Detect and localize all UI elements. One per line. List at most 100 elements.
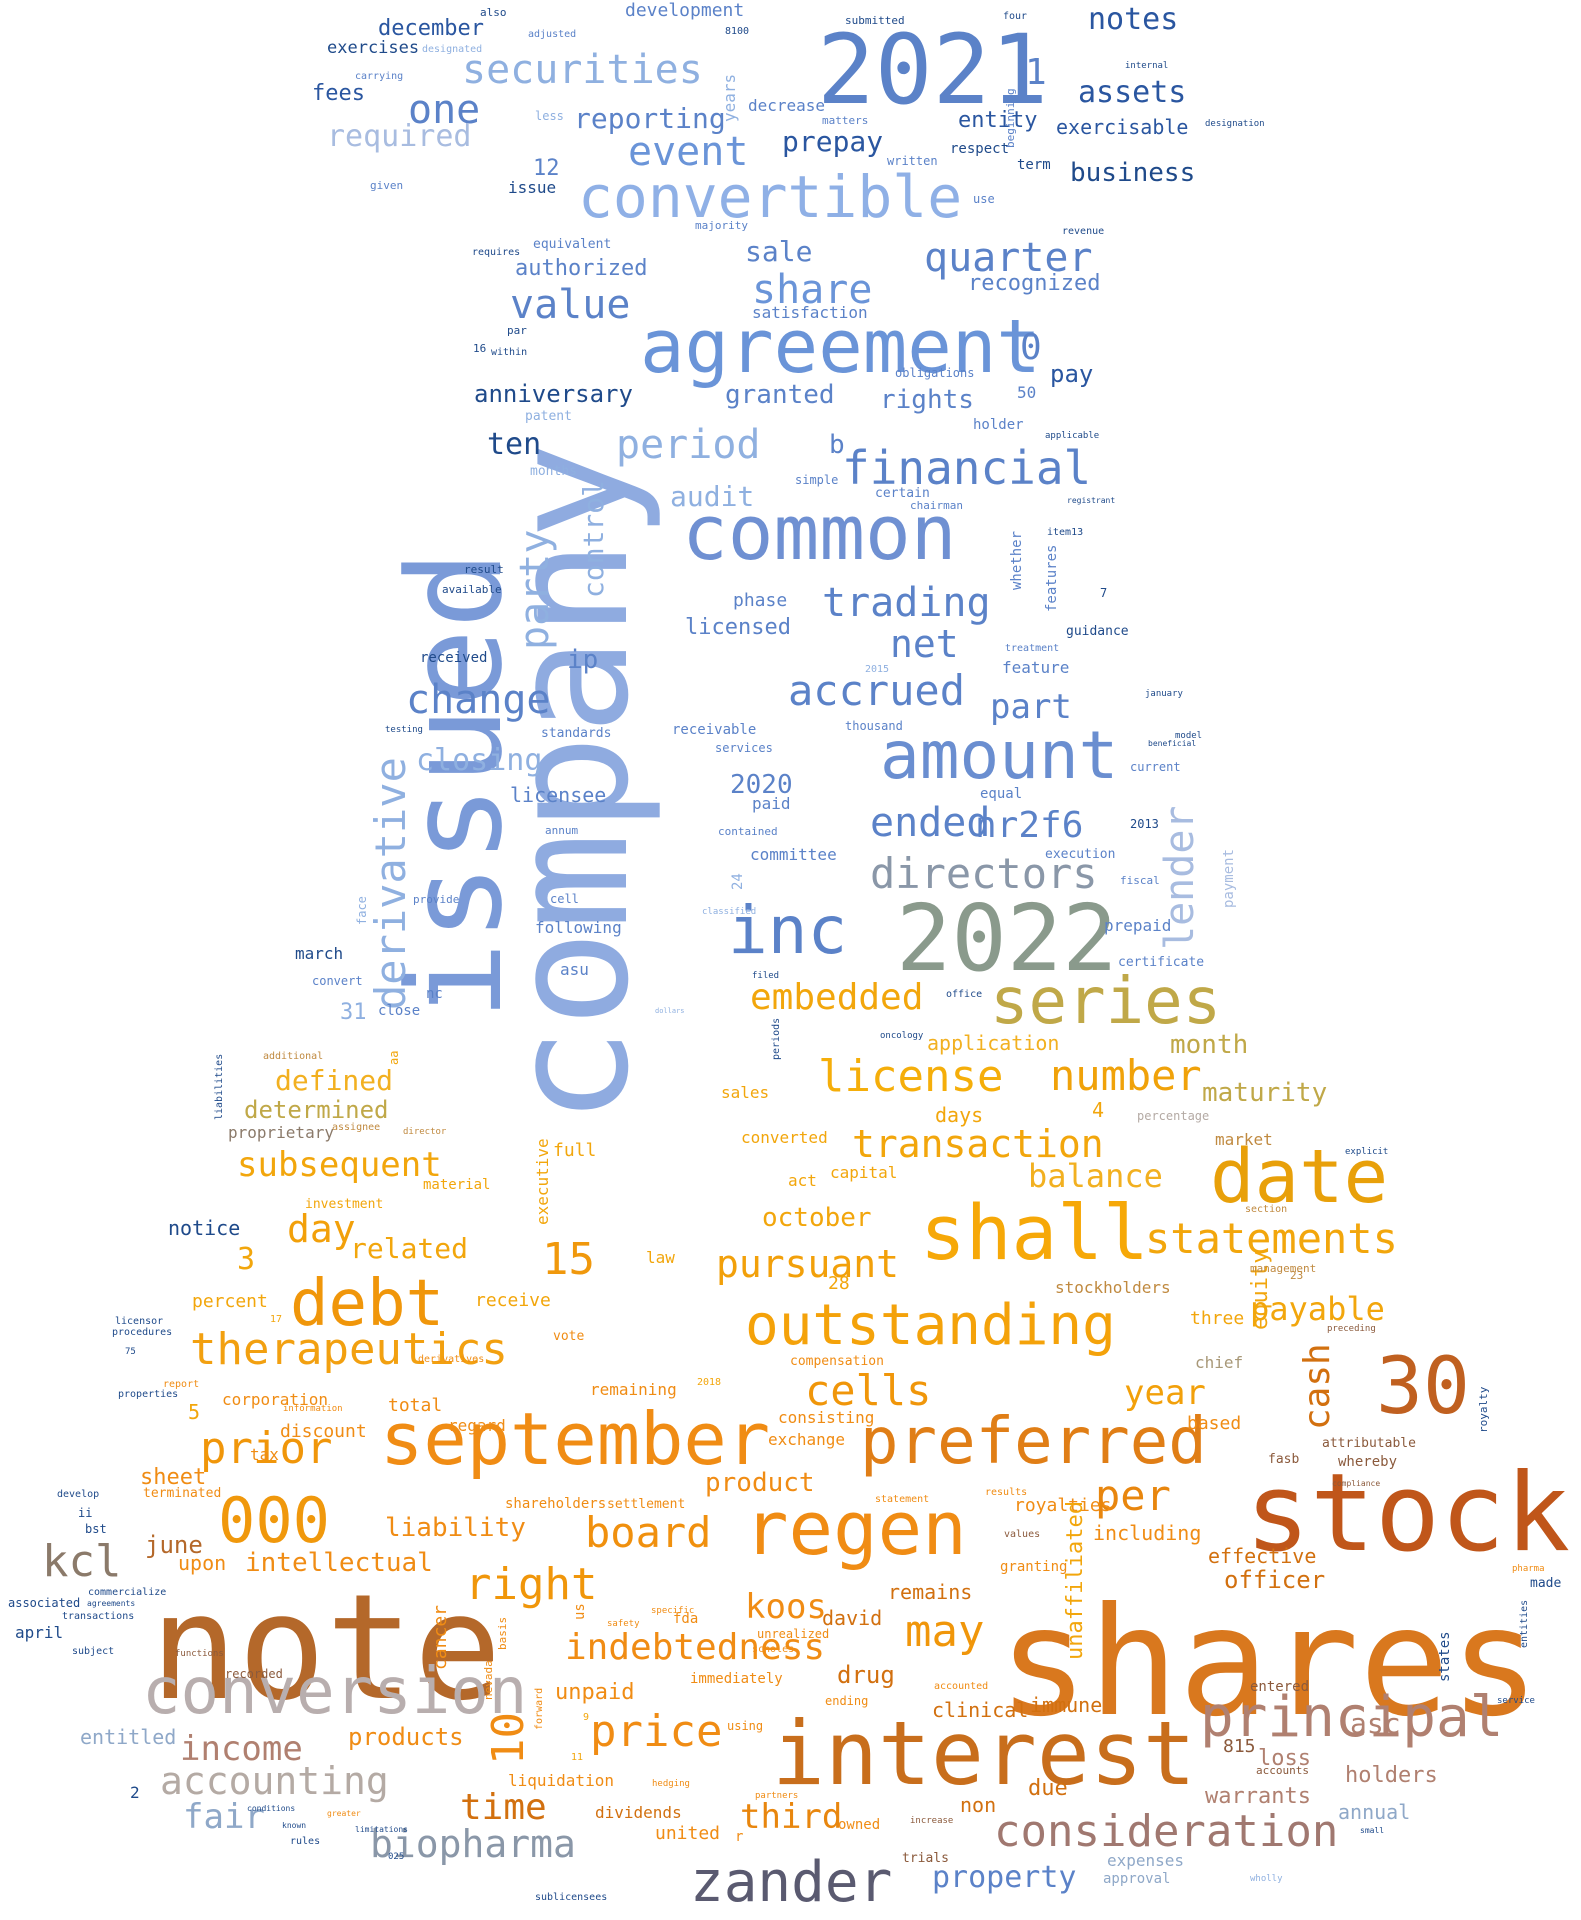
word-licensor: licensor [115, 1316, 164, 1327]
word-report: report [163, 1379, 200, 1390]
word-available: available [442, 583, 502, 596]
word-50: 50 [1017, 383, 1037, 402]
word-provide: provide [413, 893, 460, 906]
word-decrease: decrease [748, 96, 826, 115]
word-values: values [1004, 1529, 1041, 1540]
word-less: less [535, 109, 564, 123]
word-trading: trading [822, 580, 991, 626]
word-prepaid: prepaid [1104, 916, 1172, 935]
word-board: board [585, 1508, 712, 1557]
word-nc: nc [426, 986, 443, 1002]
word-model: model [1175, 731, 1203, 741]
word-business: business [1070, 158, 1196, 188]
word-embedded: embedded [750, 977, 924, 1018]
word-following: following [535, 918, 622, 937]
word-designation: designation [1205, 119, 1265, 129]
word-assets: assets [1078, 75, 1187, 110]
word-determined: determined [244, 1096, 389, 1124]
word-exercises: exercises [327, 38, 420, 58]
word-feature: feature [1002, 658, 1070, 677]
word-warrants: warrants [1205, 1784, 1311, 1809]
word-prepay: prepay [782, 125, 884, 158]
word-corporation: corporation [222, 1390, 328, 1409]
word-cells: cells [805, 1366, 932, 1415]
word-agreements: agreements [87, 1599, 136, 1608]
word-reporting: reporting [574, 102, 726, 135]
word-hedging: hedging [652, 1779, 690, 1789]
word-chairman: chairman [910, 499, 963, 512]
word-annum: annum [545, 824, 579, 837]
word-partners: partners [755, 1791, 799, 1801]
word-property: property [932, 1860, 1077, 1895]
word-also: also [480, 6, 507, 19]
word-date: date [1210, 1134, 1389, 1220]
word-815: 815 [1223, 1736, 1256, 1757]
word-note: note [150, 1563, 502, 1733]
word-preferred: preferred [860, 1405, 1207, 1479]
word-payment: payment [1221, 848, 1237, 908]
word-discount: discount [280, 1421, 367, 1442]
word-service: service [1497, 1696, 1535, 1706]
word-sales: sales [721, 1083, 770, 1102]
word-october: october [762, 1203, 872, 1233]
word-revenue: revenue [1062, 226, 1105, 237]
word-shall: shall [920, 1188, 1149, 1277]
word-licensee: licensee [510, 783, 607, 807]
word-outstanding: outstanding [745, 1293, 1116, 1358]
word-may: may [905, 1606, 985, 1657]
word-0: 0 [1020, 327, 1042, 368]
word-law: law [646, 1248, 675, 1267]
word-75: 75 [125, 1347, 136, 1357]
word-pharma: pharma [1512, 1564, 1545, 1574]
word-holder: holder [973, 417, 1024, 433]
word-4: 4 [1092, 1098, 1105, 1122]
word-converted: converted [741, 1128, 828, 1147]
word-quarter: quarter [924, 235, 1093, 281]
word-accounting: accounting [160, 1759, 389, 1803]
word-granting: granting [1000, 1559, 1068, 1575]
word-beginning: beginning [1004, 88, 1017, 148]
word-results: results [985, 1487, 1028, 1498]
word-authorized: authorized [515, 256, 648, 281]
word-event: event [628, 129, 749, 175]
word-payable: payable [1250, 1290, 1385, 1328]
word-principal: principal [1200, 1685, 1504, 1750]
word-january: january [1145, 689, 1183, 699]
word-rules: rules [290, 1836, 321, 1847]
word-remains: remains [888, 1580, 973, 1604]
word-maturity: maturity [1202, 1078, 1328, 1108]
word-cancer: cancer [430, 1604, 451, 1670]
word-three: three [1190, 1308, 1245, 1329]
word-12: 12 [533, 156, 560, 181]
word-june: june [145, 1531, 203, 1559]
word-28: 28 [828, 1273, 850, 1294]
word-2: 2 [130, 1783, 140, 1802]
word-material: material [423, 1177, 491, 1193]
word-royalty: royalty [1477, 1386, 1490, 1433]
word-basis: basis [496, 1616, 509, 1650]
word-audit: audit [670, 480, 755, 513]
word-interest: interest [772, 1702, 1196, 1805]
word-four: four [1003, 11, 1028, 22]
word-3: 3 [237, 1242, 256, 1277]
word-fiscal: fiscal [1120, 874, 1160, 887]
word-upon: upon [178, 1551, 227, 1575]
word-clinical: clinical [932, 1698, 1029, 1722]
word-17: 17 [270, 1314, 283, 1325]
word-shareholders: shareholders [505, 1496, 607, 1512]
word-regen: regen [744, 1486, 967, 1572]
word-scholes: scholes [752, 1644, 795, 1655]
word-cash: cash [1297, 1343, 1338, 1430]
word-price: price [590, 1706, 723, 1757]
word-using: using [727, 1719, 764, 1733]
word-10: 10 [483, 1712, 534, 1765]
word-indebtedness: indebtedness [565, 1627, 826, 1668]
word-settlement: settlement [607, 1497, 686, 1512]
word-unrealized: unrealized [757, 1627, 830, 1641]
word-aa: aa [387, 1050, 401, 1065]
word-equivalent: equivalent [533, 237, 612, 252]
word-percentage: percentage [1137, 1109, 1210, 1123]
word-office: office [946, 989, 983, 1000]
word-000: 000 [218, 1484, 330, 1557]
